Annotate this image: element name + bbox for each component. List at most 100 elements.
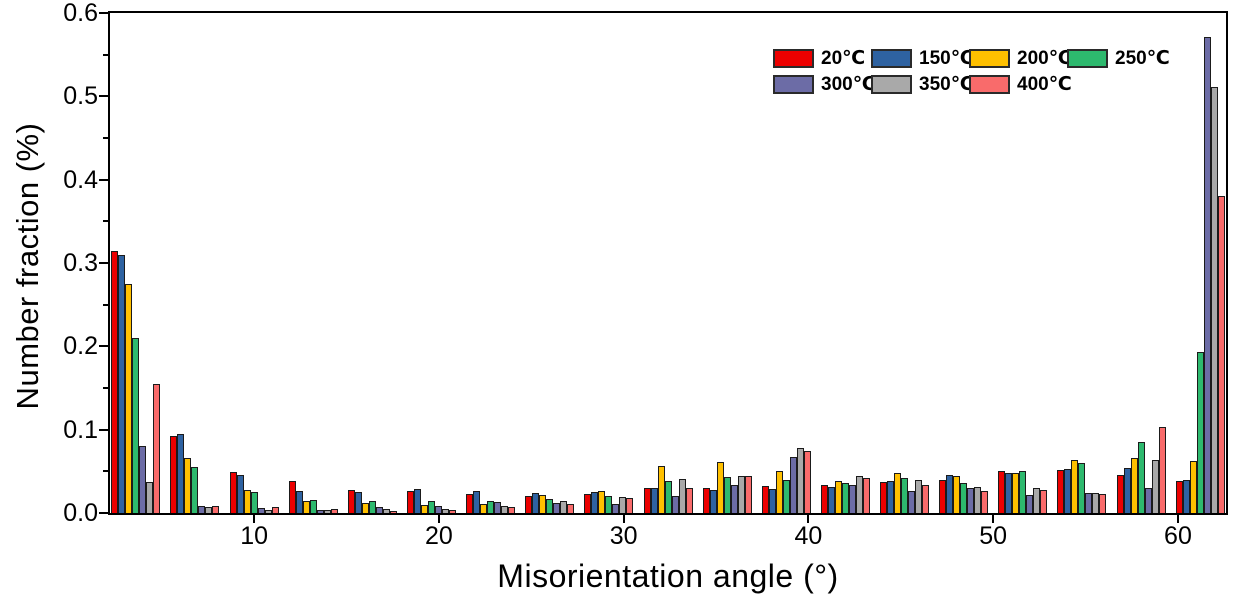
legend-row: 20℃ 150℃ 200℃ 250℃	[773, 45, 1170, 71]
bar-300℃-bin7	[553, 503, 561, 513]
legend-label: 350℃	[919, 73, 974, 95]
bar-300℃-bin13	[908, 491, 915, 513]
bar-200℃-bin3	[302, 500, 310, 513]
bar-250℃-bin0	[132, 338, 140, 513]
bar-400℃-bin1	[212, 505, 220, 513]
bar-250℃-bin7	[546, 498, 554, 513]
bar-300℃-bin9	[671, 495, 679, 513]
bar-200℃-bin7	[539, 494, 547, 513]
y-major-tick	[99, 345, 108, 348]
legend-item-350℃: 350℃	[871, 73, 974, 96]
bar-250℃-bin14	[960, 483, 968, 513]
bar-200℃-bin10	[716, 462, 724, 513]
bar-250℃-bin12	[841, 483, 849, 513]
bar-300℃-bin11	[789, 457, 797, 513]
bar-300℃-bin1	[198, 506, 206, 513]
bar-150℃-bin18	[1182, 479, 1190, 513]
plot-area	[108, 11, 1228, 515]
legend-swatch-icon	[773, 48, 814, 68]
bar-150℃-bin7	[532, 493, 540, 513]
bar-300℃-bin17	[1144, 488, 1152, 513]
bar-20℃-bin1	[170, 436, 178, 513]
bar-300℃-bin18	[1203, 37, 1211, 513]
bar-150℃-bin14	[946, 474, 954, 513]
bar-300℃-bin5	[434, 506, 442, 513]
bar-400℃-bin18	[1217, 195, 1225, 513]
legend-row: 300℃ 350℃ 400℃	[773, 71, 1165, 97]
bar-400℃-bin13	[922, 484, 929, 513]
bar-200℃-bin17	[1130, 458, 1138, 513]
legend-item-400℃: 400℃	[969, 73, 1072, 96]
bar-150℃-bin15	[1005, 473, 1013, 513]
bar-200℃-bin2	[243, 489, 251, 513]
legend-item-300℃: 300℃	[773, 73, 876, 96]
bar-400℃-bin16	[1099, 493, 1107, 513]
bar-400℃-bin8	[626, 498, 634, 513]
bar-20℃-bin13	[880, 482, 887, 513]
x-tick-label: 60	[1164, 522, 1192, 550]
bar-20℃-bin11	[761, 485, 769, 513]
bar-300℃-bin2	[257, 508, 265, 513]
y-tick-label: 0.3	[63, 249, 98, 277]
bar-300℃-bin8	[612, 503, 620, 513]
bar-250℃-bin17	[1137, 442, 1145, 513]
bar-200℃-bin15	[1012, 473, 1020, 513]
bar-400℃-bin17	[1158, 427, 1166, 513]
x-major-tick	[253, 515, 256, 523]
bar-20℃-bin0	[111, 250, 119, 513]
bar-150℃-bin6	[473, 491, 481, 513]
bar-350℃-bin13	[915, 479, 922, 513]
bar-200℃-bin16	[1071, 459, 1079, 513]
bar-150℃-bin1	[177, 433, 185, 513]
legend-label: 250℃	[1115, 47, 1170, 69]
bar-250℃-bin11	[782, 479, 790, 513]
bar-400℃-bin15	[1040, 489, 1048, 513]
bar-350℃-bin5	[441, 508, 449, 513]
bar-20℃-bin3	[288, 481, 296, 513]
bar-400℃-bin6	[508, 507, 516, 513]
bar-20℃-bin4	[347, 489, 355, 513]
bar-350℃-bin9	[678, 478, 686, 513]
bar-150℃-bin9	[650, 488, 658, 513]
legend-item-150℃: 150℃	[871, 47, 974, 70]
bar-250℃-bin2	[250, 492, 258, 513]
bar-300℃-bin15	[1026, 494, 1034, 513]
bar-400℃-bin0	[153, 383, 161, 513]
bar-20℃-bin2	[229, 472, 237, 513]
bar-20℃-bin17	[1116, 474, 1124, 513]
legend-item-20℃: 20℃	[773, 47, 871, 70]
bar-350℃-bin6	[501, 506, 509, 513]
bar-250℃-bin9	[664, 481, 672, 513]
y-tick-label: 0.0	[63, 499, 98, 527]
x-axis-title: Misorientation angle (°)	[497, 558, 839, 594]
bar-250℃-bin8	[605, 495, 613, 513]
legend-label: 200℃	[1017, 47, 1072, 69]
x-major-tick	[992, 515, 995, 523]
bar-250℃-bin15	[1019, 471, 1027, 513]
bar-200℃-bin18	[1189, 461, 1197, 513]
bar-200℃-bin8	[598, 490, 606, 513]
bar-150℃-bin0	[118, 254, 126, 513]
bar-150℃-bin12	[827, 487, 835, 513]
legend-item-200℃: 200℃	[969, 47, 1072, 70]
bar-20℃-bin18	[1175, 481, 1183, 513]
bar-250℃-bin5	[427, 500, 435, 513]
bar-350℃-bin18	[1210, 87, 1218, 513]
bar-350℃-bin17	[1151, 459, 1159, 513]
bar-250℃-bin1	[191, 467, 199, 513]
bar-20℃-bin16	[1057, 469, 1065, 513]
bar-300℃-bin12	[848, 484, 856, 513]
bar-200℃-bin5	[420, 504, 428, 513]
bar-400℃-bin11	[803, 450, 811, 513]
bar-350℃-bin3	[323, 509, 331, 513]
legend-swatch-icon	[871, 74, 912, 94]
bar-250℃-bin18	[1196, 352, 1204, 513]
legend: 20℃ 150℃ 200℃ 250℃ 300℃ 350℃ 400℃	[773, 45, 1170, 97]
bar-350℃-bin1	[205, 507, 213, 513]
y-axis-title: Number fraction (%)	[10, 122, 45, 410]
bar-200℃-bin14	[953, 476, 961, 513]
bar-350℃-bin4	[382, 508, 390, 513]
bar-20℃-bin12	[820, 484, 828, 513]
legend-label: 400℃	[1017, 73, 1072, 95]
